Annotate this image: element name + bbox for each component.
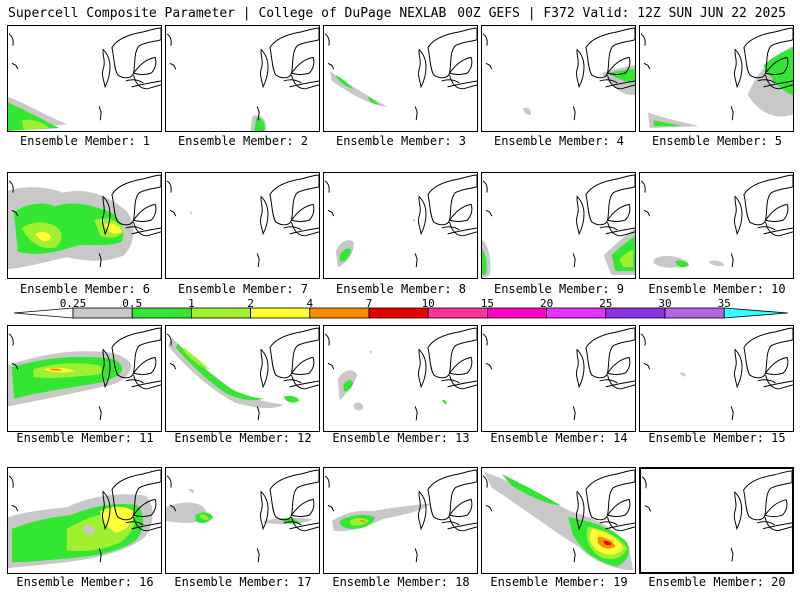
colorbar-tick-label: 4 bbox=[306, 297, 314, 310]
colorbar-segment bbox=[605, 307, 666, 319]
colorbar-tick-label: 7 bbox=[365, 297, 373, 310]
colorbar-segment bbox=[546, 307, 607, 319]
member-label-10: Ensemble Member: 10 bbox=[648, 282, 786, 296]
member-map-14 bbox=[481, 325, 636, 432]
member-label-16: Ensemble Member: 16 bbox=[16, 575, 154, 589]
member-label-20: Ensemble Member: 20 bbox=[648, 575, 786, 589]
member-map-11 bbox=[7, 325, 162, 432]
member-label-18: Ensemble Member: 18 bbox=[332, 575, 470, 589]
colorbar-segment bbox=[190, 307, 251, 319]
member-map-10 bbox=[639, 172, 794, 279]
member-map-5 bbox=[639, 25, 794, 132]
colorbar-tick-label: 0.25 bbox=[59, 297, 87, 310]
colorbar-tick-label: 35 bbox=[717, 297, 731, 310]
member-label-4: Ensemble Member: 4 bbox=[493, 134, 625, 148]
member-label-9: Ensemble Member: 9 bbox=[493, 282, 625, 296]
colorbar-segment bbox=[427, 307, 488, 319]
colorbar-tick-label: 20 bbox=[539, 297, 554, 310]
member-map-16 bbox=[7, 467, 162, 574]
valid-time: 00Z GEFS | F372 Valid: 12Z SUN JUN 22 20… bbox=[457, 6, 786, 21]
member-map-20 bbox=[639, 467, 794, 574]
colorbar-segment bbox=[664, 307, 725, 319]
colorbar-segment bbox=[250, 307, 311, 319]
colorbar-tick-label: 1 bbox=[188, 297, 195, 310]
member-map-17 bbox=[165, 467, 320, 574]
member-label-5: Ensemble Member: 5 bbox=[651, 134, 783, 148]
member-map-4 bbox=[481, 25, 636, 132]
member-label-6: Ensemble Member: 6 bbox=[19, 282, 151, 296]
member-map-18 bbox=[323, 467, 478, 574]
member-label-14: Ensemble Member: 14 bbox=[490, 431, 628, 445]
colorbar-tick-label: 15 bbox=[480, 297, 495, 310]
colorbar-over-arrow bbox=[723, 307, 789, 319]
colorbar-segment bbox=[486, 307, 547, 319]
member-map-3 bbox=[323, 25, 478, 132]
colorbar-tick-label: 10 bbox=[421, 297, 435, 310]
member-label-7: Ensemble Member: 7 bbox=[177, 282, 309, 296]
member-label-17: Ensemble Member: 17 bbox=[174, 575, 312, 589]
member-label-19: Ensemble Member: 19 bbox=[490, 575, 628, 589]
member-map-19 bbox=[481, 467, 636, 574]
member-map-8 bbox=[323, 172, 478, 279]
member-label-15: Ensemble Member: 15 bbox=[648, 431, 786, 445]
member-map-13 bbox=[323, 325, 478, 432]
colorbar-segment bbox=[368, 307, 429, 319]
colorbar-tick-label: 2 bbox=[247, 297, 254, 310]
member-label-1: Ensemble Member: 1 bbox=[19, 134, 151, 148]
member-label-13: Ensemble Member: 13 bbox=[332, 431, 470, 445]
map-title: Supercell Composite Parameter | College … bbox=[8, 6, 447, 21]
colorbar-segment bbox=[309, 307, 370, 319]
member-map-12 bbox=[165, 325, 320, 432]
member-map-2 bbox=[165, 25, 320, 132]
colorbar-tick-label: 0.5 bbox=[122, 297, 143, 310]
member-label-2: Ensemble Member: 2 bbox=[177, 134, 309, 148]
member-label-3: Ensemble Member: 3 bbox=[335, 134, 467, 148]
member-map-6 bbox=[7, 172, 162, 279]
member-map-15 bbox=[639, 325, 794, 432]
colorbar bbox=[13, 307, 789, 319]
member-map-9 bbox=[481, 172, 636, 279]
member-map-7 bbox=[165, 172, 320, 279]
colorbar-tick-label: 30 bbox=[658, 297, 672, 310]
member-label-12: Ensemble Member: 12 bbox=[174, 431, 312, 445]
member-map-1 bbox=[7, 25, 162, 132]
colorbar-tick-label: 25 bbox=[599, 297, 613, 310]
member-label-8: Ensemble Member: 8 bbox=[335, 282, 467, 296]
member-label-11: Ensemble Member: 11 bbox=[16, 431, 154, 445]
